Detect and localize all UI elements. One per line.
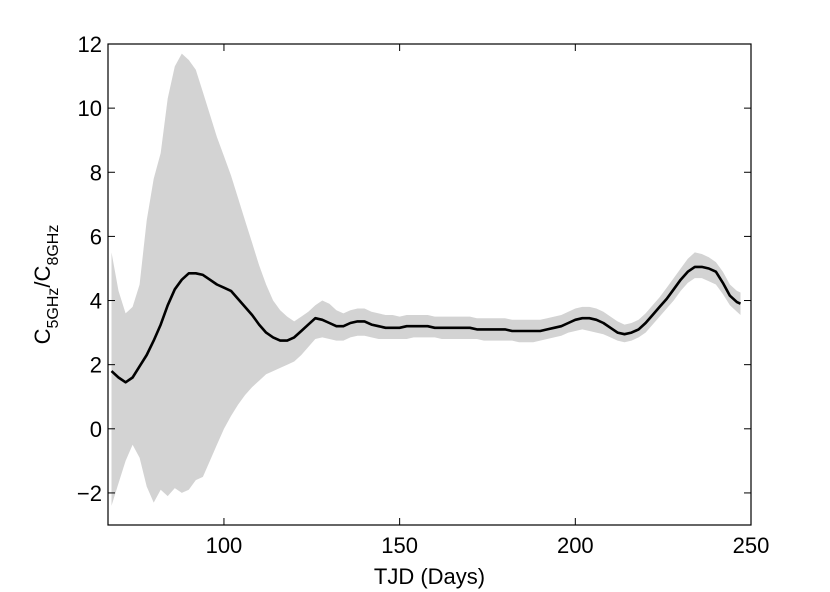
confidence-band-layer <box>111 53 741 506</box>
y-axis-title-base2: C <box>30 265 55 281</box>
y-tick-label: 2 <box>90 353 102 378</box>
x-axis-title: TJD (Days) <box>374 564 485 589</box>
y-tick-label: 12 <box>78 32 102 57</box>
y-tick-label: 10 <box>78 96 102 121</box>
series-line-layer <box>110 265 742 384</box>
y-tick-label: 4 <box>90 289 102 314</box>
y-axis-title-sub2: 8GHz <box>45 225 62 266</box>
x-tick-label: 200 <box>557 533 594 558</box>
y-tick-label: 8 <box>90 160 102 185</box>
y-axis-title-slash: / <box>30 281 55 288</box>
y-tick-label: 6 <box>90 224 102 249</box>
series-line <box>110 265 742 384</box>
confidence-band <box>111 53 741 506</box>
axes-box <box>107 43 752 526</box>
y-axis-title-sub1: 5GHz <box>45 288 62 329</box>
x-tick-label: 250 <box>733 533 770 558</box>
y-tick-label: 0 <box>90 417 102 442</box>
x-tick-label: 100 <box>206 533 243 558</box>
y-axis-title: C5GHz/C8GHz <box>30 225 62 345</box>
y-axis-title-base1: C <box>30 328 55 344</box>
tick-layer: 100 150 200 250 −2 0 2 4 6 8 10 12 <box>77 32 769 558</box>
y-tick-label: −2 <box>77 481 102 506</box>
x-tick-label: 150 <box>381 533 418 558</box>
